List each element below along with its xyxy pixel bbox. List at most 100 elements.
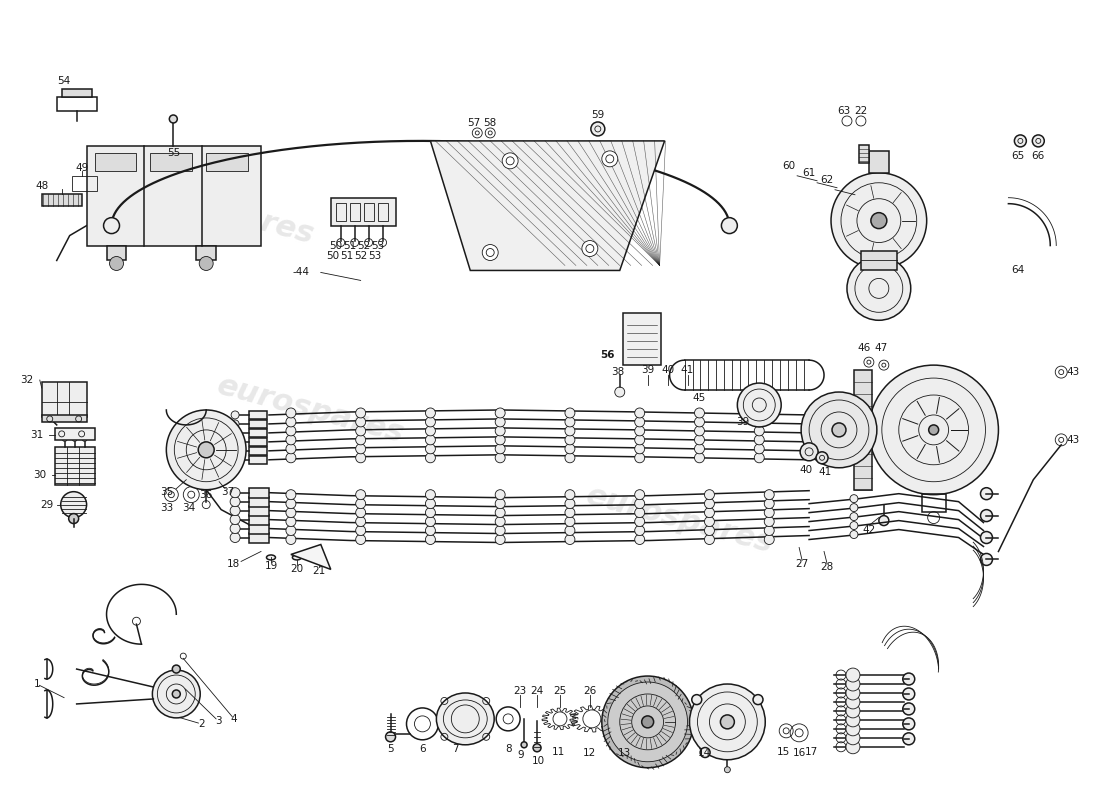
Polygon shape — [290, 545, 331, 570]
Circle shape — [231, 438, 239, 446]
Circle shape — [928, 425, 938, 435]
Circle shape — [198, 442, 214, 458]
Circle shape — [755, 453, 764, 462]
Circle shape — [704, 490, 714, 500]
Circle shape — [850, 530, 858, 538]
Circle shape — [850, 504, 858, 512]
Circle shape — [230, 523, 240, 534]
Circle shape — [230, 514, 240, 525]
Bar — [249, 488, 270, 498]
Circle shape — [903, 718, 915, 730]
Bar — [151, 153, 192, 170]
Text: 66: 66 — [1032, 151, 1045, 161]
Circle shape — [635, 417, 645, 427]
Text: 50: 50 — [329, 241, 342, 250]
Bar — [55, 447, 95, 485]
Circle shape — [1032, 135, 1044, 147]
Text: 1: 1 — [33, 679, 40, 689]
Circle shape — [737, 383, 781, 427]
Circle shape — [635, 490, 645, 500]
Circle shape — [286, 534, 296, 545]
Circle shape — [355, 444, 365, 454]
Circle shape — [692, 694, 702, 705]
Circle shape — [82, 436, 87, 442]
Circle shape — [230, 506, 240, 515]
Text: 32: 32 — [20, 375, 33, 385]
Circle shape — [694, 417, 704, 427]
Text: 33: 33 — [160, 502, 173, 513]
Ellipse shape — [293, 555, 301, 560]
Circle shape — [846, 695, 860, 709]
Circle shape — [980, 488, 992, 500]
Text: 39: 39 — [736, 417, 749, 427]
Text: eurospares: eurospares — [214, 371, 408, 449]
Circle shape — [230, 488, 240, 498]
Circle shape — [635, 534, 645, 545]
Bar — [336, 202, 345, 221]
Text: 26: 26 — [583, 686, 596, 696]
Circle shape — [846, 677, 860, 691]
Circle shape — [846, 686, 860, 700]
Circle shape — [426, 490, 436, 500]
Circle shape — [704, 517, 714, 526]
Circle shape — [495, 453, 505, 462]
Text: 34: 34 — [183, 502, 196, 513]
Circle shape — [495, 426, 505, 436]
Circle shape — [764, 534, 774, 545]
Circle shape — [426, 526, 436, 535]
Circle shape — [426, 453, 436, 462]
Circle shape — [980, 554, 992, 566]
Circle shape — [355, 508, 365, 518]
Circle shape — [704, 526, 714, 535]
Circle shape — [830, 173, 926, 269]
Bar — [249, 438, 267, 446]
Circle shape — [871, 213, 887, 229]
Circle shape — [495, 508, 505, 518]
Text: 63: 63 — [837, 106, 850, 116]
Circle shape — [694, 408, 704, 418]
Circle shape — [846, 668, 860, 682]
Circle shape — [286, 426, 296, 436]
Circle shape — [426, 408, 436, 418]
Circle shape — [426, 508, 436, 518]
Circle shape — [426, 444, 436, 454]
Circle shape — [565, 490, 575, 500]
Text: 41: 41 — [818, 466, 832, 477]
Circle shape — [850, 522, 858, 530]
Circle shape — [495, 417, 505, 427]
Circle shape — [426, 517, 436, 526]
Circle shape — [704, 508, 714, 518]
Ellipse shape — [153, 670, 200, 718]
Bar — [196, 246, 217, 261]
Circle shape — [602, 151, 618, 167]
Text: 54: 54 — [57, 76, 70, 86]
Text: 14: 14 — [697, 748, 711, 758]
Circle shape — [903, 733, 915, 745]
Circle shape — [495, 435, 505, 445]
Ellipse shape — [315, 555, 323, 560]
Bar — [854, 370, 872, 490]
Text: 16: 16 — [792, 748, 806, 758]
Text: 57: 57 — [468, 118, 481, 128]
Circle shape — [694, 444, 704, 454]
Circle shape — [725, 766, 730, 773]
Text: 48: 48 — [35, 181, 48, 190]
Bar — [42, 194, 81, 206]
Circle shape — [482, 245, 498, 261]
Text: 59: 59 — [591, 110, 605, 120]
Text: 45: 45 — [693, 393, 706, 403]
Circle shape — [565, 508, 575, 518]
Ellipse shape — [437, 693, 494, 745]
Circle shape — [231, 411, 239, 419]
Circle shape — [173, 665, 180, 673]
Circle shape — [495, 408, 505, 418]
Text: 9: 9 — [518, 750, 525, 760]
Bar — [107, 246, 126, 261]
Bar — [249, 506, 270, 515]
Circle shape — [386, 732, 396, 742]
Circle shape — [426, 534, 436, 545]
Ellipse shape — [173, 690, 180, 698]
Circle shape — [565, 435, 575, 445]
Circle shape — [565, 453, 575, 462]
Circle shape — [565, 534, 575, 545]
